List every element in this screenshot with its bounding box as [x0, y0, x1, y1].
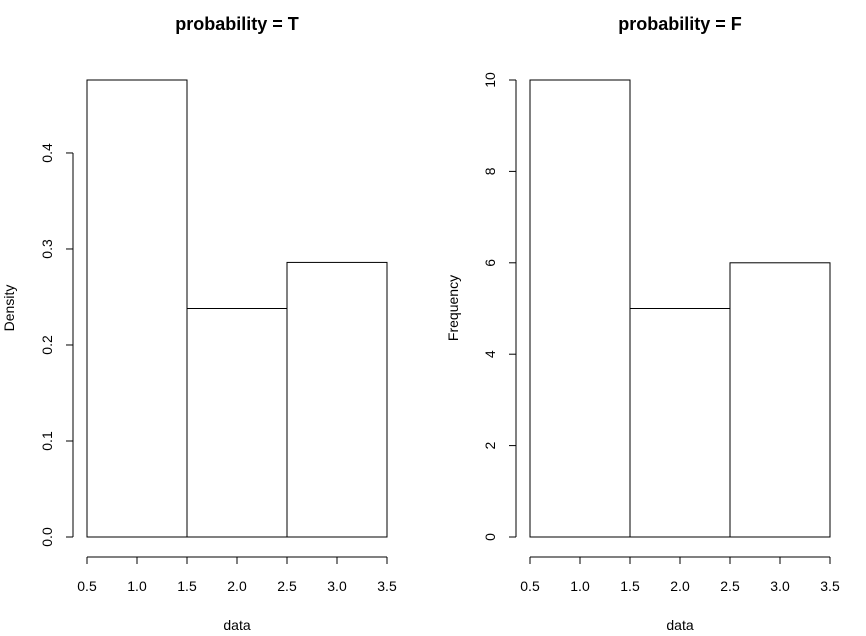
histogram-bar: [186, 308, 288, 538]
x-tick-label: 1.0: [127, 578, 147, 594]
y-tick-label: 0: [482, 533, 498, 541]
x-axis-label: data: [223, 617, 250, 633]
histogram-bar: [86, 79, 188, 538]
y-tick-label: 0.1: [39, 431, 55, 451]
histogram-bar: [529, 79, 631, 538]
x-tick-label: 3.5: [377, 578, 397, 594]
y-tick-label: 8: [482, 167, 498, 175]
x-tick-label: 2.5: [277, 578, 297, 594]
y-tick-label: 10: [482, 72, 498, 88]
x-axis-label: data: [666, 617, 693, 633]
histogram-bar: [629, 308, 731, 538]
y-tick-label: 0.2: [39, 335, 55, 355]
y-tick-label: 4: [482, 350, 498, 358]
x-tick-label: 1.5: [620, 578, 640, 594]
y-tick-label: 0.4: [39, 143, 55, 163]
x-tick-label: 1.5: [177, 578, 197, 594]
y-axis-label: Frequency: [445, 275, 461, 341]
x-tick-label: 2.0: [670, 578, 690, 594]
x-tick-label: 1.0: [570, 578, 590, 594]
y-tick-label: 6: [482, 259, 498, 267]
x-tick-label: 0.5: [520, 578, 540, 594]
x-tick-label: 3.5: [820, 578, 840, 594]
chart-title: probability = F: [618, 14, 742, 34]
y-tick-label: 0.3: [39, 239, 55, 259]
panel-probability-false: probability = F data Frequency 0 2 4 6 8 10 0.…: [445, 14, 840, 633]
y-tick-label: 0.0: [39, 527, 55, 547]
x-tick-label: 2.5: [720, 578, 740, 594]
y-axis-label: Density: [1, 285, 17, 332]
histogram-bar: [729, 262, 831, 538]
x-tick-label: 2.0: [227, 578, 247, 594]
y-tick-label: 2: [482, 441, 498, 449]
x-tick-label: 0.5: [77, 578, 97, 594]
histogram-bar: [286, 261, 388, 538]
panel-probability-true: probability = T data Density 0.0 0.1 0.2 0.…: [1, 14, 397, 633]
x-tick-label: 3.0: [327, 578, 347, 594]
x-tick-label: 3.0: [770, 578, 790, 594]
chart-title: probability = T: [175, 14, 299, 34]
